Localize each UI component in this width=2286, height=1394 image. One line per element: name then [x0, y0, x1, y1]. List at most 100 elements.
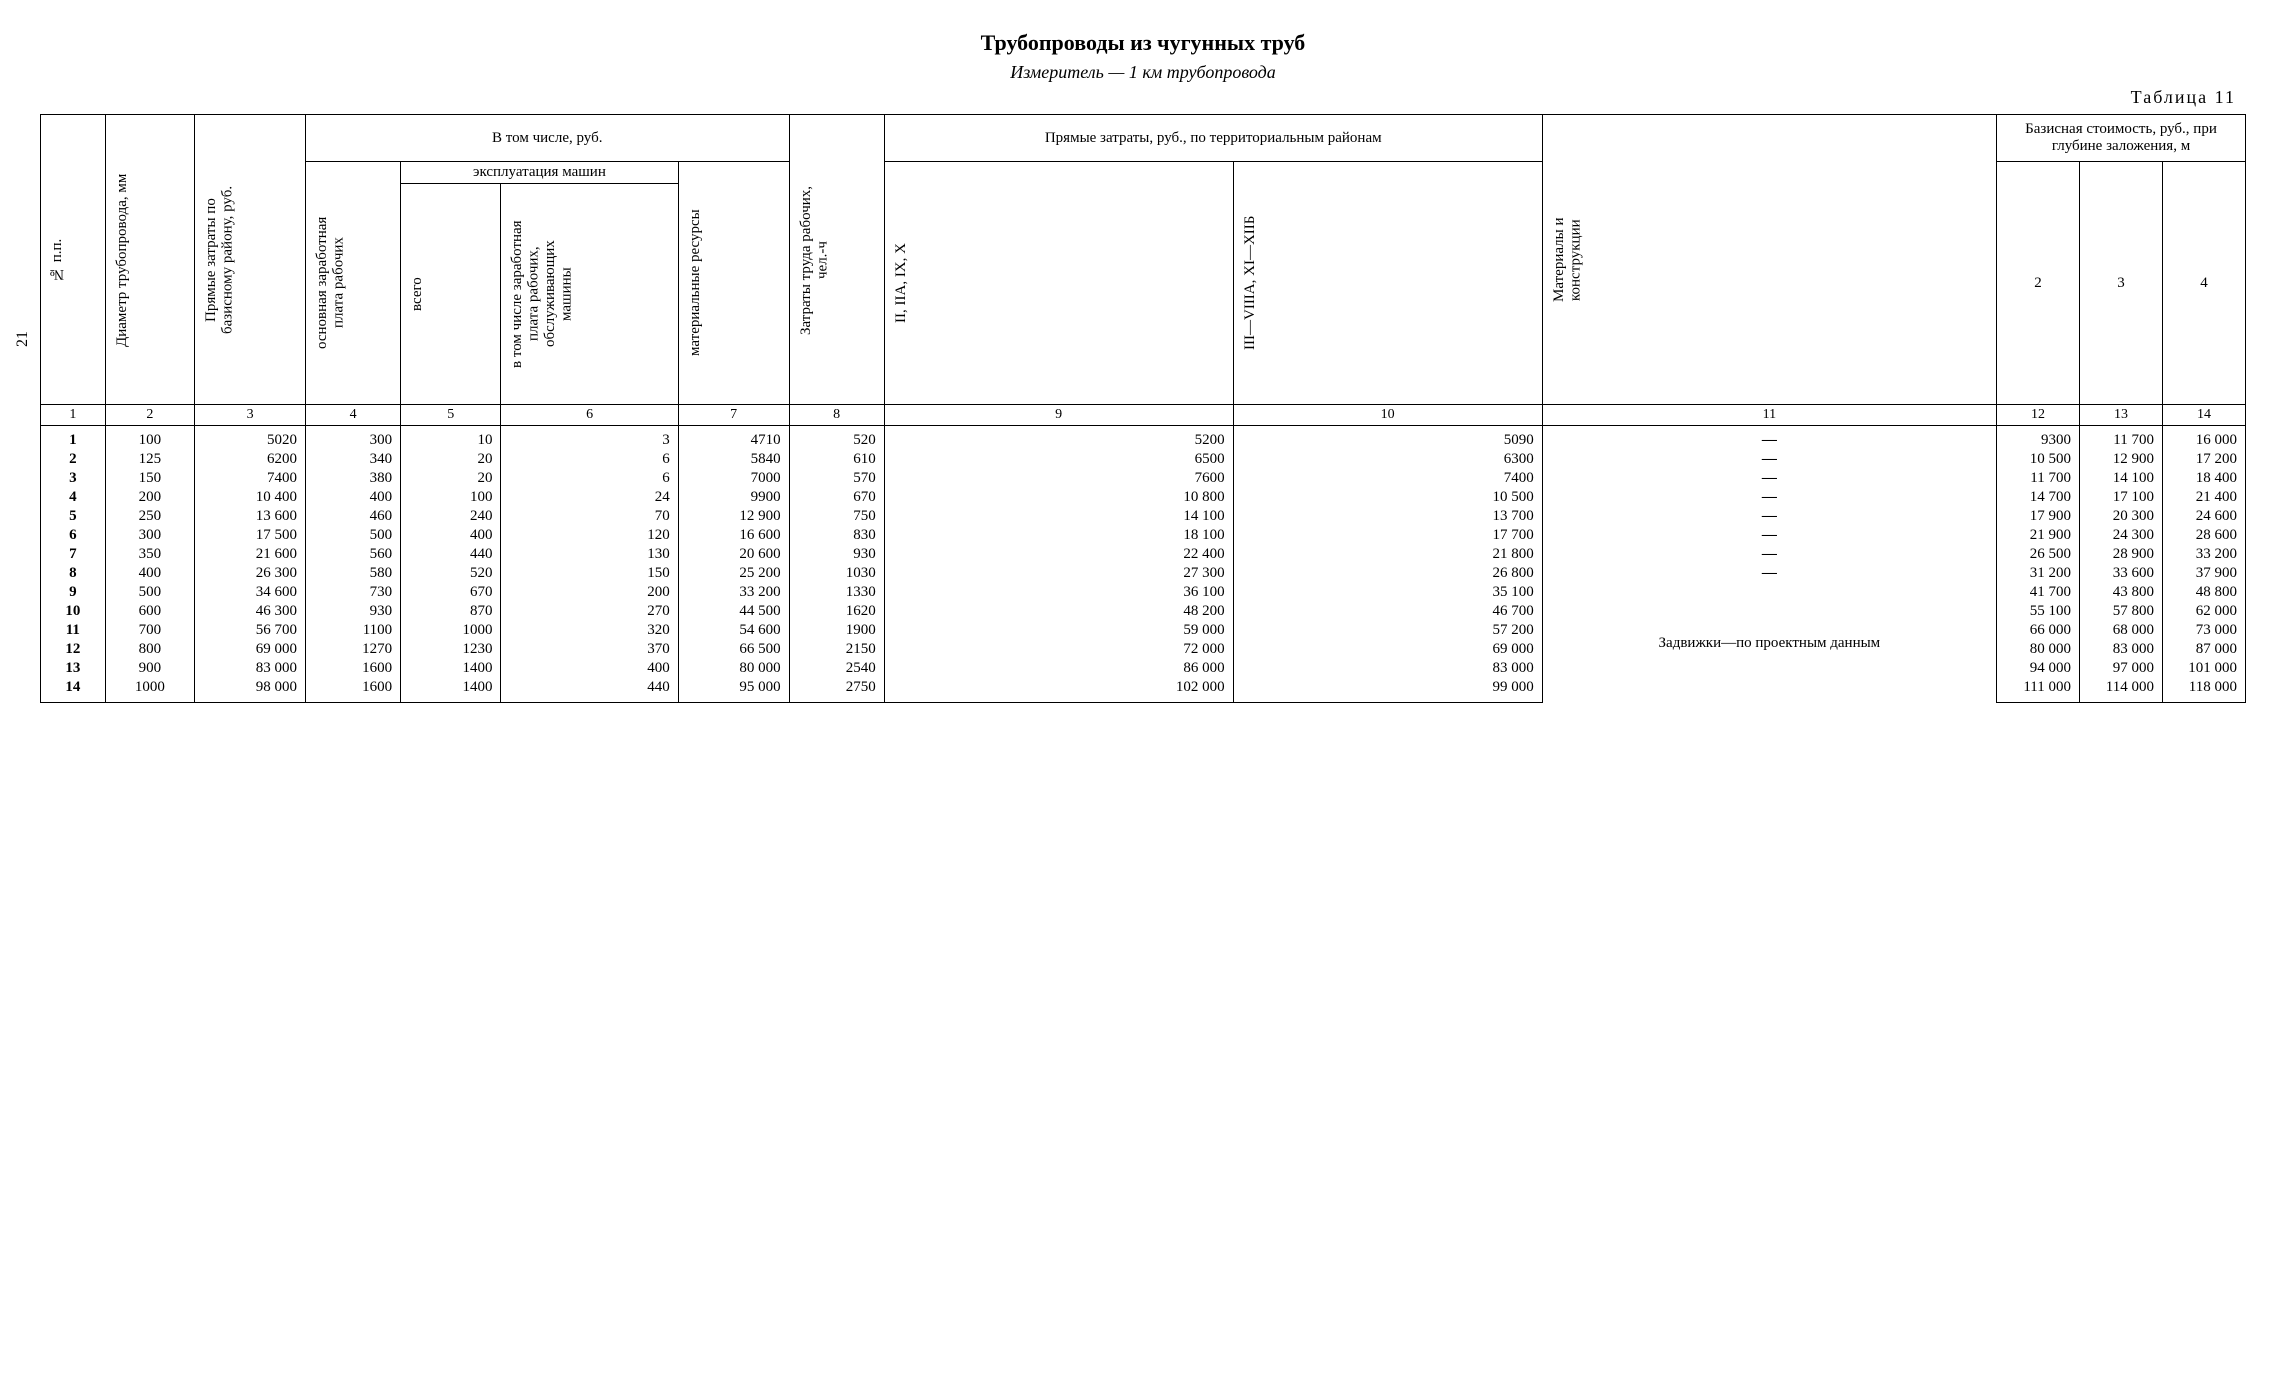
cell: 400 [401, 526, 501, 545]
table-row: 950034 60073067020033 200133036 10035 10… [41, 583, 2246, 602]
cell: 69 000 [195, 640, 306, 659]
cell: 80 000 [1997, 640, 2080, 659]
cell: 460 [305, 507, 400, 526]
cell: 2150 [789, 640, 884, 659]
cell: 1000 [401, 621, 501, 640]
col-header-10: III—VIIIА, XI—XIIБ [1240, 175, 1261, 391]
cell: 1400 [401, 678, 501, 703]
colnum: 7 [678, 405, 789, 426]
cell: 24 600 [2163, 507, 2246, 526]
cell: 12 900 [2080, 450, 2163, 469]
cell: 25 200 [678, 564, 789, 583]
cell: 9900 [678, 488, 789, 507]
cell: 580 [305, 564, 400, 583]
colnum: 14 [2163, 405, 2246, 426]
cell: 100 [105, 426, 194, 451]
table-head: № п.п. Диаметр трубопровода, мм Прямые з… [41, 115, 2246, 426]
cell: 31 200 [1997, 564, 2080, 583]
cell: 68 000 [2080, 621, 2163, 640]
cell: 44 500 [678, 602, 789, 621]
cell: 1600 [305, 678, 400, 703]
cell: 48 800 [2163, 583, 2246, 602]
colnum: 4 [305, 405, 400, 426]
page-subtitle: Измеритель — 1 км трубопровода [40, 62, 2246, 83]
cell: 48 200 [884, 602, 1233, 621]
cell: 36 100 [884, 583, 1233, 602]
cell-dash: — [1542, 450, 1996, 469]
cell: 24 [501, 488, 678, 507]
col-group-exploitation: эксплуатация машин [401, 162, 679, 184]
cell: 7400 [195, 469, 306, 488]
cell: 54 600 [678, 621, 789, 640]
cell: 380 [305, 469, 400, 488]
cell: 10 500 [1233, 488, 1542, 507]
cell: 7 [41, 545, 106, 564]
cell: 12 [41, 640, 106, 659]
cell: 340 [305, 450, 400, 469]
col-header-14: 4 [2163, 162, 2246, 405]
cell: 33 200 [678, 583, 789, 602]
cell: 80 000 [678, 659, 789, 678]
cell: 41 700 [1997, 583, 2080, 602]
table-row: 420010 40040010024990067010 80010 500—14… [41, 488, 2246, 507]
cell: 26 300 [195, 564, 306, 583]
cell-dash: — [1542, 564, 1996, 583]
cell: 22 400 [884, 545, 1233, 564]
colnum: 13 [2080, 405, 2163, 426]
cell: 570 [789, 469, 884, 488]
cell: 670 [401, 583, 501, 602]
col-group-depth: Базисная стоимость, руб., при глубине за… [1997, 115, 2246, 162]
cell: 17 200 [2163, 450, 2246, 469]
cell: 520 [401, 564, 501, 583]
cell-dash: — [1542, 488, 1996, 507]
cell: 57 800 [2080, 602, 2163, 621]
cell: 13 600 [195, 507, 306, 526]
col-header-4: основная заработная плата рабочих [312, 200, 349, 366]
cell: 6 [501, 469, 678, 488]
cell-dash: — [1542, 507, 1996, 526]
cell: 150 [105, 469, 194, 488]
page-number: 21 [14, 331, 32, 347]
colnum: 9 [884, 405, 1233, 426]
cell: 6 [41, 526, 106, 545]
table-row: 735021 60056044013020 60093022 40021 800… [41, 545, 2246, 564]
cell: 56 700 [195, 621, 306, 640]
cell: 900 [105, 659, 194, 678]
cell: 83 000 [2080, 640, 2163, 659]
cell: 111 000 [1997, 678, 2080, 703]
cell: 17 900 [1997, 507, 2080, 526]
cell: 600 [105, 602, 194, 621]
cell: 7000 [678, 469, 789, 488]
table-body: 11005020300103471052052005090—930011 700… [41, 426, 2246, 703]
cell: 102 000 [884, 678, 1233, 703]
cell: 1600 [305, 659, 400, 678]
cell: 14 100 [884, 507, 1233, 526]
cell: 1100 [305, 621, 400, 640]
cell: 13 [41, 659, 106, 678]
cell: 73 000 [2163, 621, 2246, 640]
cell: 240 [401, 507, 501, 526]
cell: 27 300 [884, 564, 1233, 583]
cell: 83 000 [1233, 659, 1542, 678]
cell: 10 500 [1997, 450, 2080, 469]
colnum: 3 [195, 405, 306, 426]
col-header-3: Прямые затраты по базисному району, руб. [201, 177, 238, 343]
table-row: 630017 50050040012016 60083018 10017 700… [41, 526, 2246, 545]
cell: 125 [105, 450, 194, 469]
cell: 120 [501, 526, 678, 545]
col-header-1: № п.п. [47, 152, 68, 368]
cell: 5200 [884, 426, 1233, 451]
cell: 4 [41, 488, 106, 507]
table-label: Таблица 11 [40, 87, 2246, 108]
cell-dash: — [1542, 469, 1996, 488]
cell: 6300 [1233, 450, 1542, 469]
cell: 500 [305, 526, 400, 545]
col-header-9: II, IIА, IX, X [891, 175, 912, 391]
cell: 5020 [195, 426, 306, 451]
cell: 320 [501, 621, 678, 640]
cell: 26 500 [1997, 545, 2080, 564]
cell: 11 [41, 621, 106, 640]
cell: 95 000 [678, 678, 789, 703]
table-row: 525013 6004602407012 90075014 10013 700—… [41, 507, 2246, 526]
cell: 66 000 [1997, 621, 2080, 640]
